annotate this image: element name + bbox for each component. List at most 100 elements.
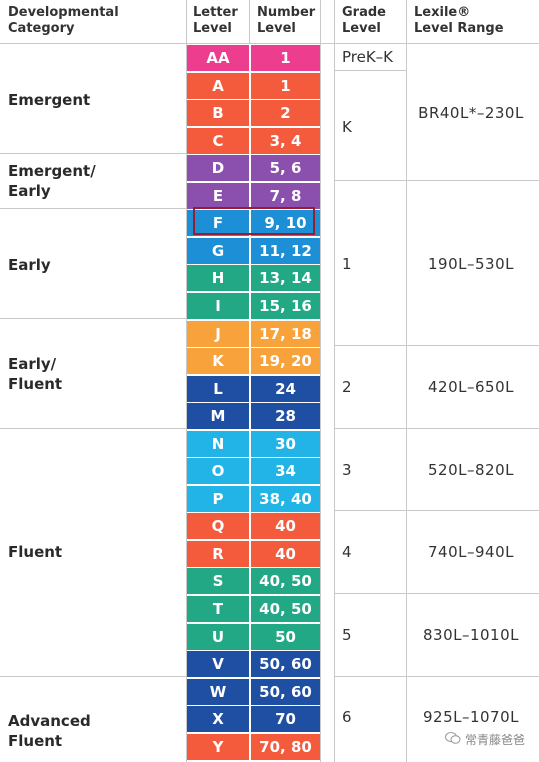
category-advanced-fluent: Advanced Fluent	[8, 711, 91, 751]
number-level-cell: 5, 6	[251, 155, 320, 182]
number-level-cell: 28	[251, 403, 320, 430]
header-number-line1: Number	[257, 5, 316, 20]
number-level-cell: 34	[251, 458, 320, 485]
number-level-cell: 15, 16	[251, 292, 320, 319]
number-level-cell: 38, 40	[251, 485, 320, 512]
highlight-box	[193, 207, 315, 235]
letter-level-cell: U	[187, 623, 249, 650]
number-level-cell: 40, 50	[251, 596, 320, 622]
letter-level-cell: A	[187, 72, 249, 99]
lexile-range-6: 925L–1070L	[422, 708, 520, 726]
header-grade-line1: Grade	[342, 5, 386, 20]
letter-level-cell: N	[187, 430, 249, 457]
number-level-cell: 40	[251, 540, 320, 567]
header-category-line1: Developmental	[8, 5, 119, 20]
letter-level-cell: E	[187, 182, 249, 209]
letter-level-cell: D	[187, 155, 249, 182]
category-line: Emergent	[8, 91, 91, 109]
letter-level-cell: I	[187, 292, 249, 319]
header-divider	[0, 43, 539, 44]
number-level-cell: 3, 4	[251, 127, 320, 154]
number-level-cell: 40	[251, 513, 320, 540]
letter-level-cell: M	[187, 403, 249, 430]
letter-level-cell: B	[187, 100, 249, 127]
category-line: Early	[8, 256, 51, 274]
number-level-cell: 13, 14	[251, 265, 320, 292]
number-level-cell: 9, 10	[251, 210, 320, 237]
column-divider-4	[334, 0, 335, 762]
letter-level-cell: Q	[187, 513, 249, 540]
category-line: Emergent/	[8, 162, 96, 180]
header-grade: Grade Level	[342, 0, 386, 44]
column-divider-3	[320, 0, 321, 762]
number-level-cell: 70	[251, 706, 320, 733]
category-line: Fluent	[8, 543, 63, 561]
grade-separator	[334, 676, 539, 677]
number-level-cell: 50, 60	[251, 678, 320, 705]
header-number: Number Level	[257, 0, 315, 44]
letter-level-cell: L	[187, 375, 249, 402]
header-lexile-line2: Level Range	[414, 21, 504, 36]
number-level-cell: 1	[251, 45, 320, 71]
header-lexile: Lexile® Level Range	[414, 0, 504, 44]
lexile-range-2: 420L–650L	[428, 378, 514, 396]
header-letter-line1: Letter	[193, 5, 238, 20]
number-level-cell: 7, 8	[251, 182, 320, 209]
letter-level-cell: F	[187, 210, 249, 237]
letter-level-cell: K	[187, 348, 249, 375]
letter-level-cell: V	[187, 651, 249, 678]
header-lexile-line1: Lexile®	[414, 5, 471, 20]
number-level-cell: 40, 50	[251, 568, 320, 595]
letter-level-cell: P	[187, 485, 249, 512]
letter-level-cell: G	[187, 237, 249, 264]
number-level-cell: 11, 12	[251, 237, 320, 264]
grade-3: 3	[342, 461, 352, 479]
grade-k: K	[342, 118, 352, 136]
category-line: Early/	[8, 355, 57, 373]
grade-4: 4	[342, 543, 352, 561]
grade-6: 6	[342, 708, 352, 726]
grade-1: 1	[342, 255, 352, 273]
number-level-cell: 30	[251, 430, 320, 457]
grade-separator	[334, 180, 539, 181]
watermark: 常青藤爸爸	[444, 731, 525, 748]
lexile-range-5: 830L–1010L	[422, 626, 520, 644]
letter-level-cell: T	[187, 596, 249, 622]
lexile-range-3: 520L–820L	[428, 461, 514, 479]
letter-level-cell: Y	[187, 733, 249, 760]
column-divider-5	[406, 0, 407, 762]
category-line: Advanced	[8, 712, 91, 730]
category-separator	[0, 676, 187, 677]
grade-2: 2	[342, 378, 352, 396]
category-separator	[0, 318, 187, 319]
number-level-cell: 50, 60	[251, 651, 320, 678]
letter-level-cell: S	[187, 568, 249, 595]
letter-level-cell: C	[187, 127, 249, 154]
letter-level-cell: X	[187, 706, 249, 733]
grade-separator	[334, 593, 539, 594]
header-category-line2: Category	[8, 21, 75, 36]
number-level-cell: 24	[251, 375, 320, 402]
letter-level-cell: AA	[187, 45, 249, 71]
number-level-cell: 2	[251, 100, 320, 127]
grade-separator	[334, 345, 539, 346]
category-line: Early	[8, 182, 51, 200]
letter-level-cell: H	[187, 265, 249, 292]
letter-level-cell: W	[187, 678, 249, 705]
number-level-cell: 19, 20	[251, 348, 320, 375]
watermark-text: 常青藤爸爸	[464, 733, 525, 747]
lexile-range-prek-k: BR40L*–230L	[418, 104, 524, 122]
header-letter: Letter Level	[193, 0, 238, 44]
category-early: Early	[8, 255, 51, 275]
lexile-range-1: 190L–530L	[428, 255, 514, 273]
category-early-fluent: Early/ Fluent	[8, 354, 62, 394]
letter-level-cell: J	[187, 320, 249, 347]
number-level-cell: 17, 18	[251, 320, 320, 347]
grade-separator	[334, 510, 539, 511]
letter-level-cell: R	[187, 540, 249, 567]
column-divider-1	[186, 0, 187, 762]
grade-prek-k: PreK–K	[342, 48, 394, 66]
category-emergent: Emergent	[8, 90, 90, 110]
category-fluent: Fluent	[8, 542, 62, 562]
category-separator	[0, 428, 187, 429]
